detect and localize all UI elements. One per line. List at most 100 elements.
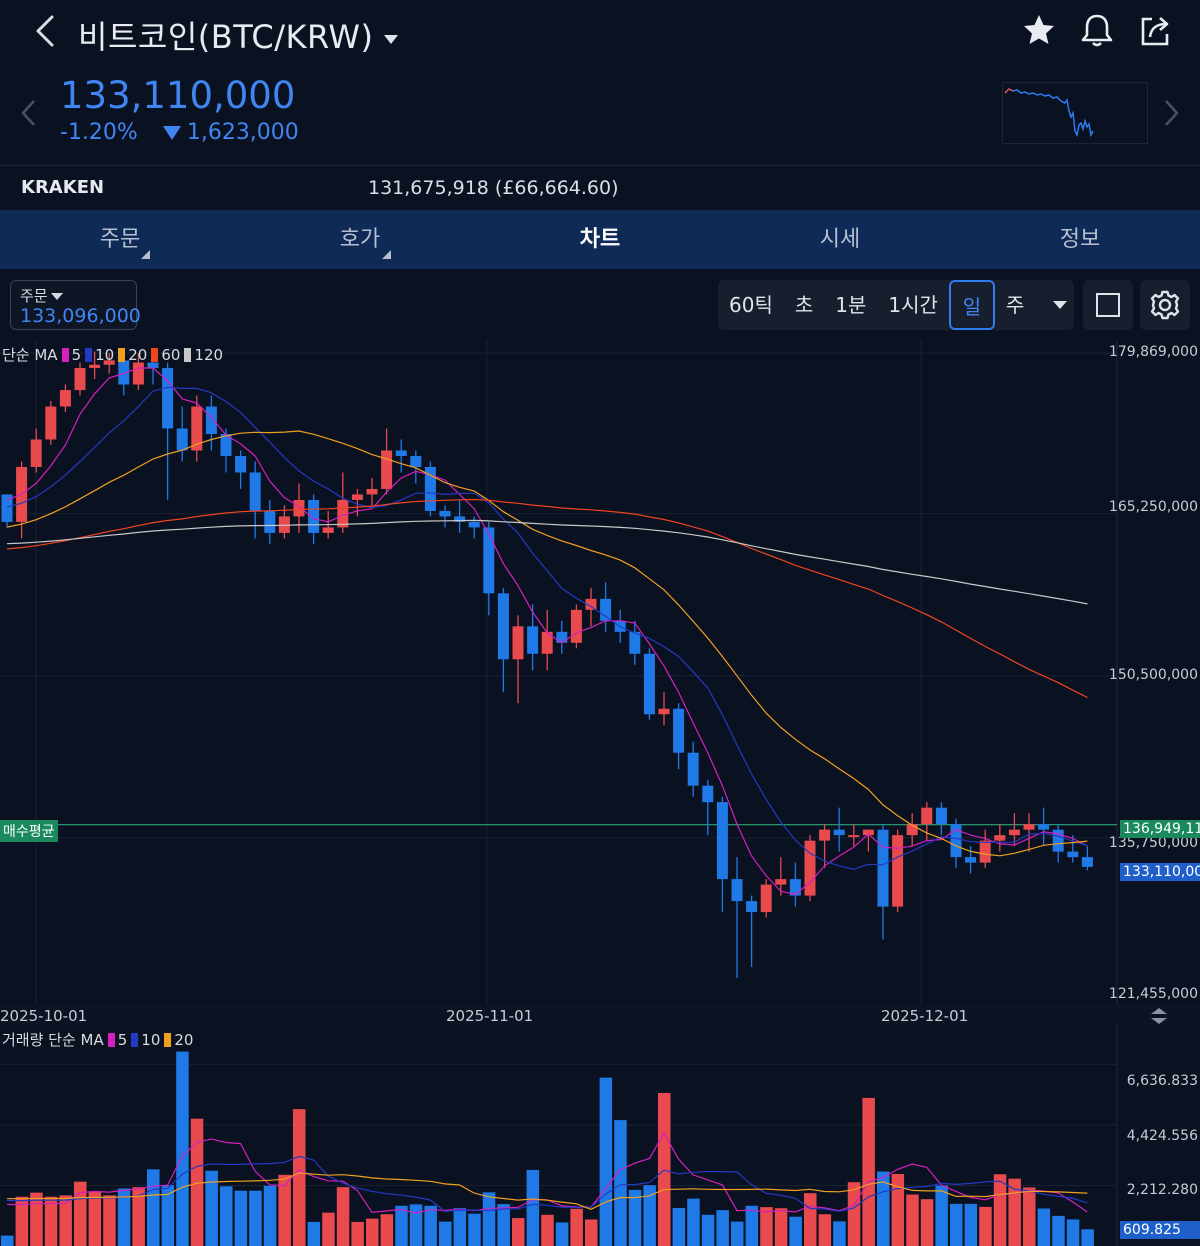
- volume-axis-label: 4,424.556: [1126, 1128, 1198, 1144]
- order-label: 주문: [20, 285, 63, 306]
- date-label: 2025-11-01: [446, 1007, 534, 1025]
- chart-toolbar: 주문 133,096,000 60틱 초 1분 1시간 일 주: [0, 269, 1200, 341]
- tab-chart[interactable]: 차트: [480, 210, 720, 269]
- volume-bar: [628, 1189, 642, 1246]
- chevron-left-icon[interactable]: [20, 98, 38, 136]
- order-price-button[interactable]: 주문 133,096,000: [10, 280, 141, 330]
- candle-body: [381, 450, 393, 489]
- volume-bar: [190, 1118, 204, 1246]
- chart-area[interactable]: 단순 MA 5 10 20 60 120 179,869,000 165,250,000 …: [0, 341, 1200, 1246]
- legend-vma10: 10: [141, 1031, 161, 1049]
- bell-icon[interactable]: [1078, 10, 1116, 50]
- page-title[interactable]: 비트코인(BTC/KRW): [78, 12, 398, 58]
- volume-bar: [1, 1235, 14, 1246]
- tab-info[interactable]: 정보: [960, 210, 1200, 269]
- timeframe-second[interactable]: 초: [794, 293, 814, 317]
- candle-body: [264, 510, 276, 533]
- avg-buy-price-tag: 136,949,117: [1120, 820, 1200, 838]
- date-label: 2025-12-01: [881, 1007, 969, 1025]
- candle-body: [979, 840, 991, 863]
- candle-body: [643, 653, 655, 715]
- candle-body: [687, 752, 699, 786]
- mini-chart[interactable]: [1002, 82, 1148, 144]
- volume-bar: [599, 1077, 613, 1246]
- volume-bar: [1023, 1187, 1036, 1246]
- legend-swatch-vma5: [107, 1033, 115, 1047]
- title-text: 비트코인(BTC/KRW): [78, 18, 374, 56]
- candle-body: [527, 626, 539, 654]
- candle-body: [716, 802, 728, 880]
- volume-bar: [263, 1185, 277, 1246]
- candlestick-chart[interactable]: [0, 341, 1200, 1246]
- volume-bar: [249, 1190, 262, 1246]
- ma120-line: [6, 519, 1088, 605]
- candle-body: [308, 499, 320, 533]
- candle-body: [804, 840, 816, 896]
- candle-body: [906, 824, 918, 836]
- candle-body: [337, 499, 349, 528]
- tab-order[interactable]: 주문: [0, 210, 240, 269]
- header-actions: [1020, 10, 1174, 50]
- timeframe-day[interactable]: 일: [948, 280, 995, 330]
- back-icon[interactable]: [30, 12, 64, 50]
- settings-button[interactable]: [1140, 280, 1190, 330]
- candle-body: [1052, 829, 1064, 852]
- volume-bar: [979, 1206, 992, 1246]
- square-icon: [1096, 293, 1120, 317]
- candle-body: [702, 785, 714, 803]
- volume-bar: [15, 1196, 29, 1246]
- timeframe-week[interactable]: 주: [1005, 293, 1025, 317]
- price-change: -1.20% 1,623,000: [60, 120, 299, 145]
- ma10-line: [6, 386, 1088, 870]
- volume-bar: [453, 1208, 467, 1246]
- volume-bar: [74, 1181, 87, 1246]
- avg-buy-label: 매수평균: [0, 820, 58, 842]
- price-axis-label: 165,250,000: [1108, 499, 1198, 515]
- candle-body: [439, 510, 451, 517]
- candle-body: [673, 708, 685, 753]
- volume-bar: [716, 1210, 729, 1246]
- caret-down-icon: [50, 293, 63, 300]
- timeframe-60tick[interactable]: 60틱: [729, 293, 773, 317]
- tab-orderbook[interactable]: 호가: [240, 210, 480, 269]
- volume-bar: [147, 1169, 160, 1246]
- volume-bar: [643, 1185, 656, 1246]
- candle-body: [497, 593, 509, 660]
- exchange-name: KRAKEN: [21, 177, 105, 198]
- chevron-down-icon: [383, 34, 398, 44]
- candle-body: [162, 368, 174, 429]
- candle-body: [454, 516, 466, 522]
- volume-bar: [88, 1191, 102, 1246]
- volume-bar: [920, 1199, 934, 1246]
- candle-body: [249, 472, 261, 511]
- volume-bar: [906, 1194, 919, 1246]
- volume-ma10-line: [7, 1155, 1088, 1213]
- candle-body: [191, 406, 203, 451]
- share-icon[interactable]: [1136, 10, 1174, 50]
- candle-body: [570, 609, 582, 643]
- price-axis-label: 150,500,000: [1108, 667, 1198, 683]
- chevron-right-icon[interactable]: [1162, 98, 1180, 136]
- legend-ma10: 10: [95, 346, 115, 364]
- star-icon[interactable]: [1020, 10, 1058, 50]
- tab-label: 시세: [819, 227, 861, 252]
- legend-swatch-vma20: [164, 1033, 172, 1047]
- candle-body: [965, 857, 977, 863]
- timeframe-more-icon[interactable]: [1053, 301, 1068, 309]
- volume-bar: [278, 1174, 291, 1246]
- price-ma-legend: 단순 MA 5 10 20 60 120: [2, 344, 223, 365]
- candle-body: [1067, 851, 1079, 858]
- legend-label: 단순 MA: [2, 346, 58, 364]
- timeframe-1min[interactable]: 1분: [835, 293, 867, 317]
- scale-toggle-icon[interactable]: [1150, 1008, 1168, 1028]
- fullscreen-button[interactable]: [1083, 280, 1133, 330]
- timeframe-1hour[interactable]: 1시간: [888, 293, 938, 317]
- candle-body: [1081, 857, 1093, 867]
- tab-market[interactable]: 시세: [720, 210, 960, 269]
- ma20-line: [6, 430, 1088, 857]
- price-row: 133,110,000 -1.20% 1,623,000: [0, 68, 1200, 164]
- legend-label: 거래량 단순 MA: [2, 1031, 104, 1049]
- candle-body: [235, 455, 247, 473]
- last-price-tag: 133,110,000: [1120, 863, 1200, 881]
